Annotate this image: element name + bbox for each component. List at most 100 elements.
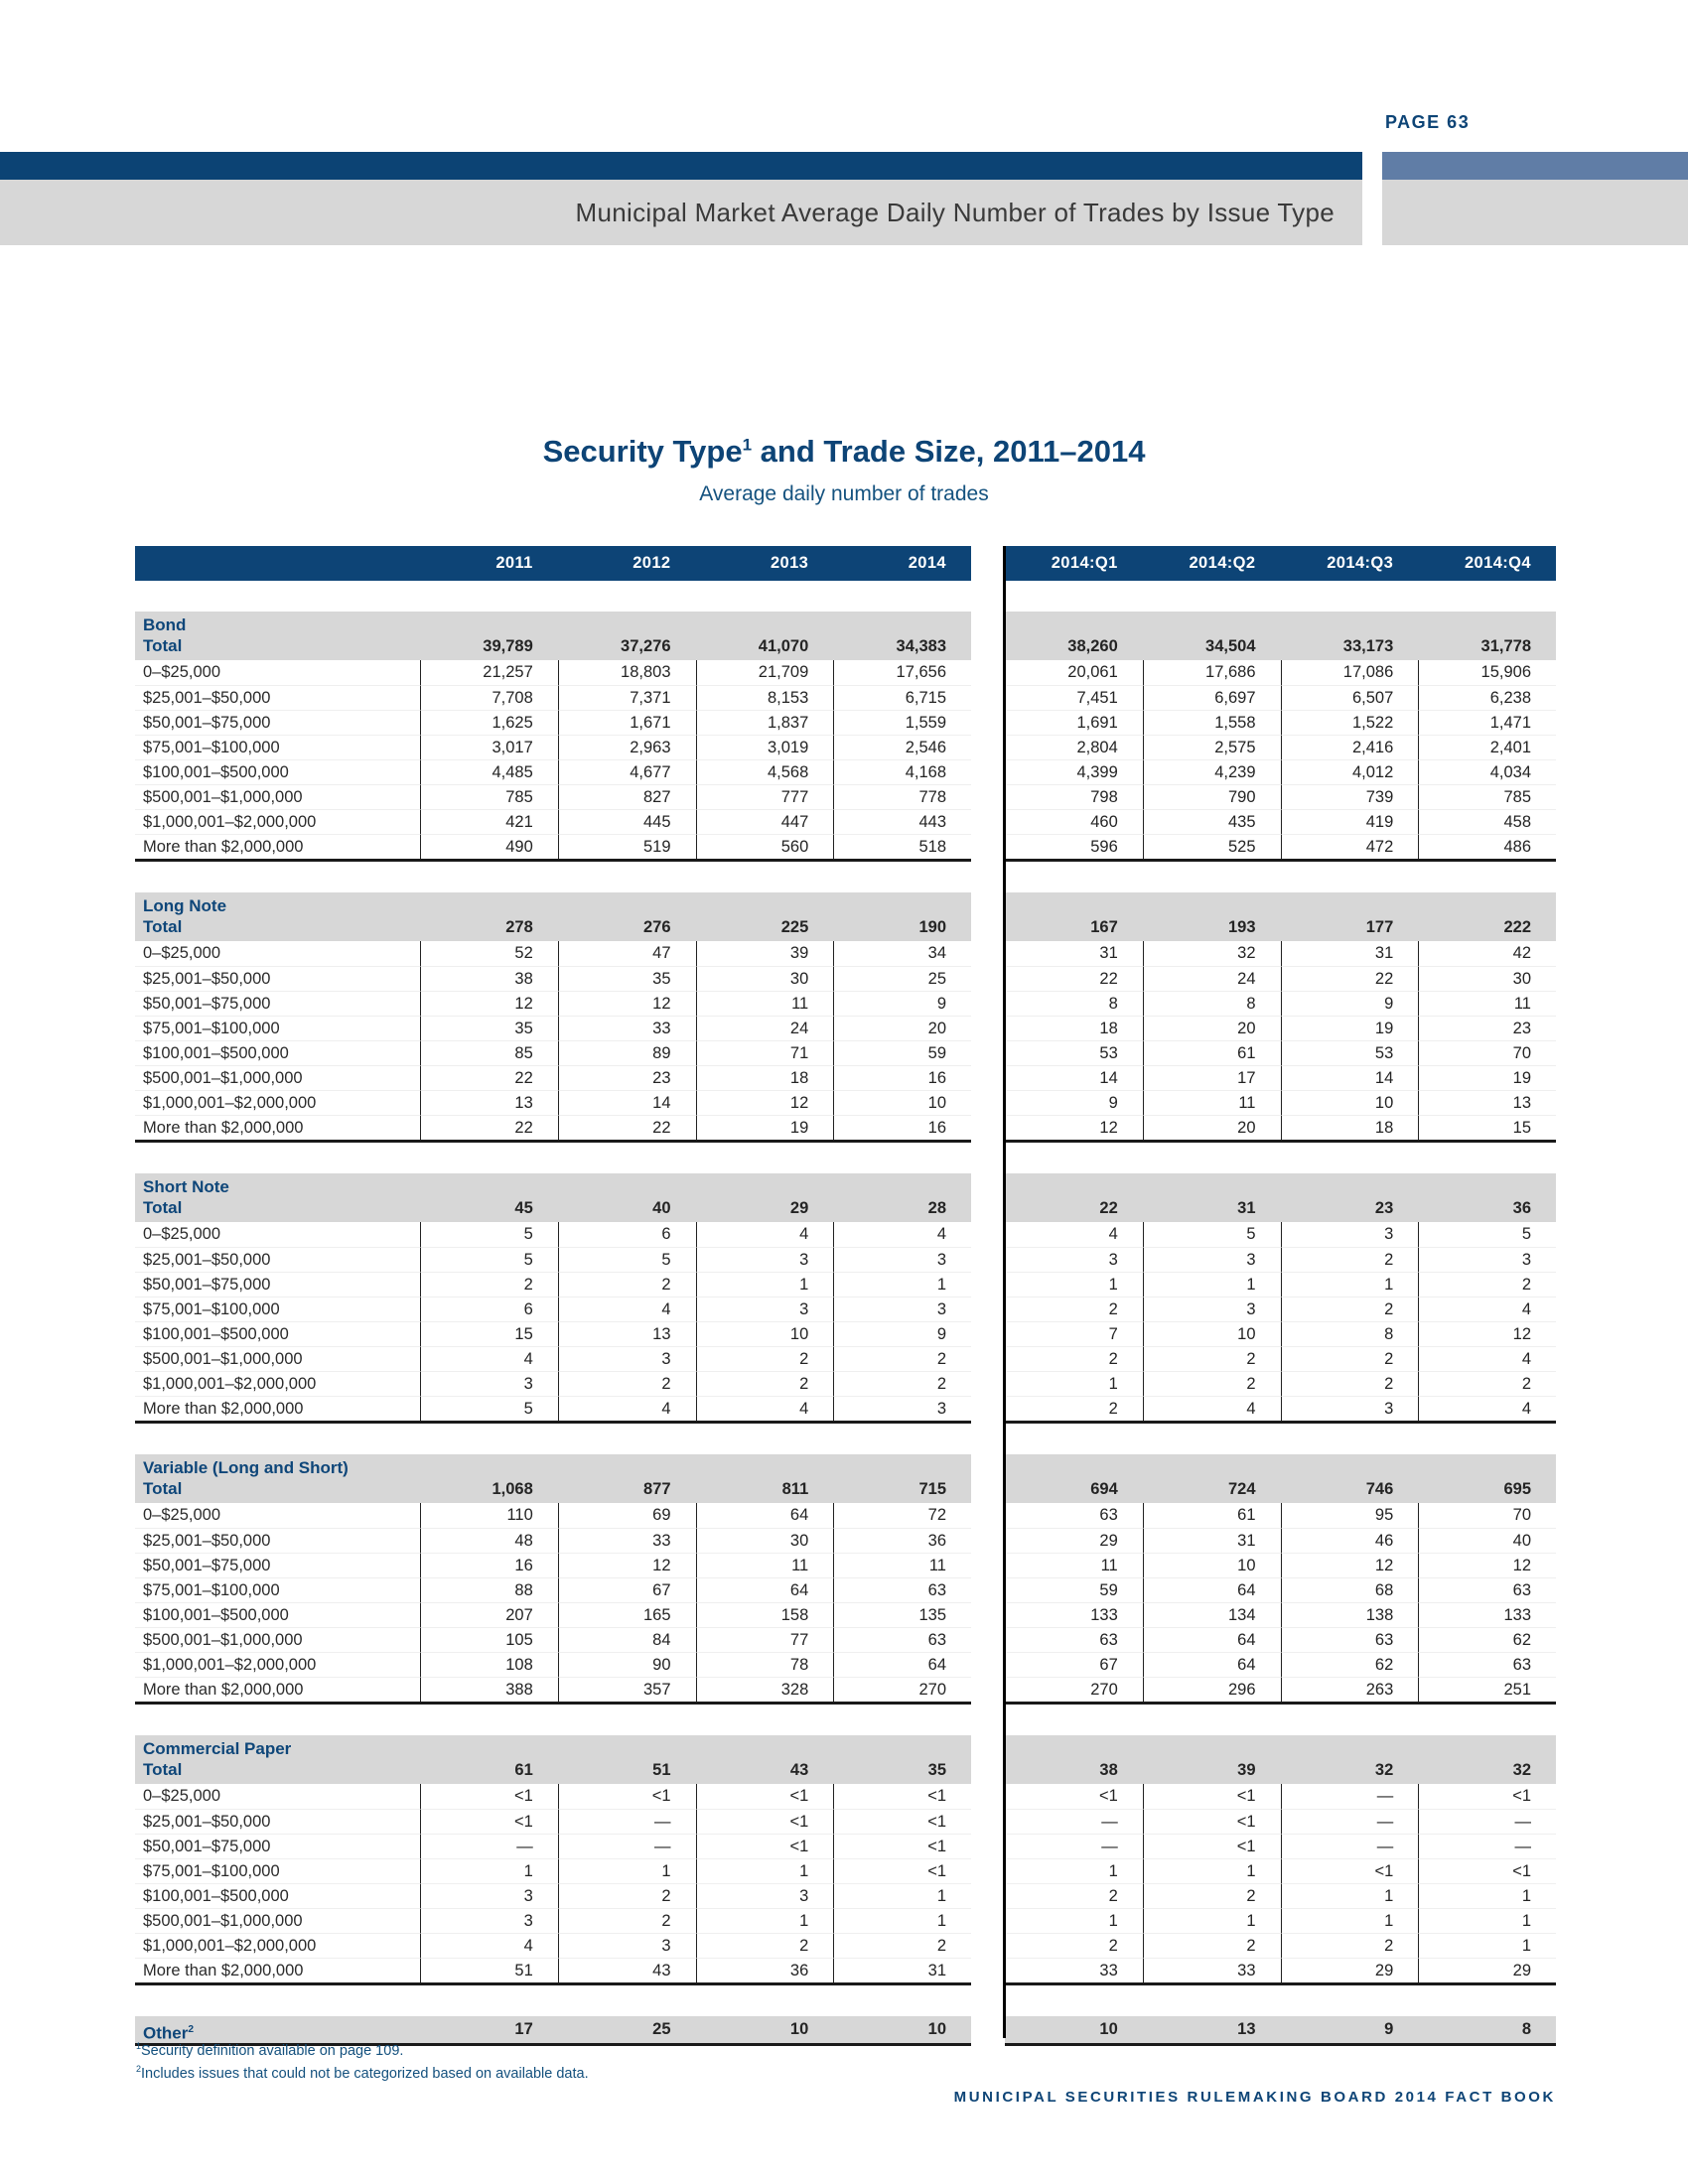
data-cell: 2 bbox=[1280, 1933, 1419, 1958]
data-cell: 33 bbox=[557, 1528, 696, 1553]
data-cell: 69 bbox=[557, 1503, 696, 1528]
data-cell: 9 bbox=[833, 1321, 971, 1346]
section-name: Short Note bbox=[135, 1173, 420, 1196]
other-section: Other2 17 25 10 10 10 13 9 8 bbox=[135, 2016, 1556, 2046]
band-cell bbox=[833, 612, 971, 634]
total-value: 31,778 bbox=[1418, 634, 1556, 660]
data-cell: 11 bbox=[695, 991, 834, 1016]
other-value: 9 bbox=[1280, 2016, 1419, 2043]
row-label: $25,001–$50,000 bbox=[135, 1809, 420, 1834]
row-label: $25,001–$50,000 bbox=[135, 1247, 420, 1272]
section-total-row: Total 61 51 43 35 38 39 32 32 bbox=[135, 1758, 1556, 1784]
data-cell: 1 bbox=[1142, 1908, 1281, 1933]
table-gap bbox=[971, 1528, 1005, 1553]
other-value: 8 bbox=[1418, 2016, 1556, 2043]
table-row: More than $2,000,000 490 519 560 518 596 525 47… bbox=[135, 834, 1556, 859]
footnote-1: 1Security definition available on page 1… bbox=[136, 2041, 403, 2059]
band-cell bbox=[557, 1735, 696, 1758]
column-header-quarter: 2014:Q2 bbox=[1142, 546, 1281, 581]
band-cell bbox=[695, 1735, 834, 1758]
total-value: 177 bbox=[1280, 915, 1419, 941]
row-label: $100,001–$500,000 bbox=[135, 1040, 420, 1065]
data-cell: 20 bbox=[1142, 1016, 1281, 1040]
data-cell: 1,625 bbox=[420, 710, 558, 735]
data-cell: 4 bbox=[1142, 1396, 1281, 1421]
row-label: $75,001–$100,000 bbox=[135, 1858, 420, 1883]
section-bottom-border bbox=[135, 859, 1556, 862]
data-cell: 10 bbox=[1142, 1321, 1281, 1346]
row-label: $1,000,001–$2,000,000 bbox=[135, 1090, 420, 1115]
total-value: 41,070 bbox=[695, 634, 834, 660]
band-cell bbox=[1280, 612, 1419, 634]
data-cell: 14 bbox=[557, 1090, 696, 1115]
footer-text: MUNICIPAL SECURITIES RULEMAKING BOARD 20… bbox=[953, 2089, 1556, 2106]
data-cell: 5 bbox=[1418, 1222, 1556, 1247]
total-label: Total bbox=[135, 915, 420, 941]
band-cell bbox=[1280, 1454, 1419, 1477]
band-cell bbox=[420, 1173, 558, 1196]
band-cell bbox=[1005, 612, 1143, 634]
data-cell: 84 bbox=[557, 1627, 696, 1652]
table-row: $1,000,001–$2,000,000 13 14 12 10 9 11 10 13 bbox=[135, 1090, 1556, 1115]
data-cell: 1,691 bbox=[1005, 710, 1143, 735]
band-cell bbox=[1142, 892, 1281, 915]
data-cell: <1 bbox=[420, 1784, 558, 1809]
data-cell: 36 bbox=[695, 1958, 834, 1982]
data-cell: — bbox=[1418, 1809, 1556, 1834]
section-name: Commercial Paper bbox=[135, 1735, 420, 1758]
table-gap bbox=[971, 1735, 1005, 1758]
total-value: 34,504 bbox=[1142, 634, 1281, 660]
section-name-row: Bond bbox=[135, 612, 1556, 634]
data-cell: 18 bbox=[695, 1065, 834, 1090]
banner-band: Municipal Market Average Daily Number of… bbox=[0, 180, 1362, 245]
data-cell: 12 bbox=[557, 1553, 696, 1577]
other-value: 13 bbox=[1142, 2016, 1281, 2043]
data-cell: 560 bbox=[695, 834, 834, 859]
data-cell: 134 bbox=[1142, 1602, 1281, 1627]
band-cell bbox=[1280, 1735, 1419, 1758]
data-cell: <1 bbox=[833, 1784, 971, 1809]
total-value: 190 bbox=[833, 915, 971, 941]
data-cell: 4 bbox=[557, 1396, 696, 1421]
data-cell: 435 bbox=[1142, 809, 1281, 834]
total-value: 38 bbox=[1005, 1758, 1143, 1784]
data-cell: 2 bbox=[1280, 1346, 1419, 1371]
band-cell bbox=[1142, 1735, 1281, 1758]
band-cell bbox=[420, 1454, 558, 1477]
data-cell: 5 bbox=[1142, 1222, 1281, 1247]
data-cell: 2 bbox=[557, 1883, 696, 1908]
row-label: $75,001–$100,000 bbox=[135, 1016, 420, 1040]
data-cell: 17,686 bbox=[1142, 660, 1281, 685]
band-cell bbox=[420, 892, 558, 915]
section-bottom-border bbox=[135, 1702, 1556, 1705]
border-segment bbox=[135, 1140, 971, 1143]
data-cell: 2 bbox=[833, 1371, 971, 1396]
data-cell: 1 bbox=[833, 1272, 971, 1297]
column-header-quarter: 2014:Q3 bbox=[1280, 546, 1419, 581]
total-value: 34,383 bbox=[833, 634, 971, 660]
table-row: $1,000,001–$2,000,000 108 90 78 64 67 64 62 63 bbox=[135, 1652, 1556, 1677]
total-value: 61 bbox=[420, 1758, 558, 1784]
data-cell: 31 bbox=[833, 1958, 971, 1982]
data-cell: 388 bbox=[420, 1677, 558, 1702]
table-row: More than $2,000,000 51 43 36 31 33 33 29 29 bbox=[135, 1958, 1556, 1982]
data-cell: 11 bbox=[1005, 1553, 1143, 1577]
other-value: 10 bbox=[695, 2016, 834, 2043]
border-segment bbox=[1005, 859, 1556, 862]
total-value: 33,173 bbox=[1280, 634, 1419, 660]
data-cell: <1 bbox=[695, 1784, 834, 1809]
other-value: 10 bbox=[1005, 2016, 1143, 2043]
band-cell bbox=[833, 1173, 971, 1196]
data-cell: 10 bbox=[1142, 1553, 1281, 1577]
data-cell: 596 bbox=[1005, 834, 1143, 859]
data-cell: 88 bbox=[420, 1577, 558, 1602]
row-label: $100,001–$500,000 bbox=[135, 759, 420, 784]
table-row: $25,001–$50,000 48 33 30 36 29 31 46 40 bbox=[135, 1528, 1556, 1553]
section-total-row: Total 278 276 225 190 167 193 177 222 bbox=[135, 915, 1556, 941]
data-cell: 1,471 bbox=[1418, 710, 1556, 735]
data-cell: 4,168 bbox=[833, 759, 971, 784]
data-cell: <1 bbox=[695, 1834, 834, 1858]
data-cell: 3 bbox=[557, 1933, 696, 1958]
section-total-row: Total 1,068 877 811 715 694 724 746 695 bbox=[135, 1477, 1556, 1503]
